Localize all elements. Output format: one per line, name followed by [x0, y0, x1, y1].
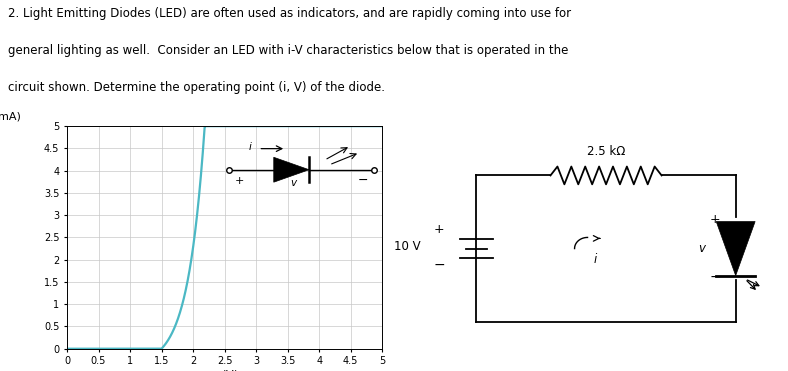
- Text: $v$: $v$: [290, 178, 298, 188]
- Text: 10 V: 10 V: [394, 240, 421, 253]
- Text: 2.5 kΩ: 2.5 kΩ: [587, 145, 625, 158]
- Text: $i$: $i$: [593, 252, 598, 266]
- Text: +: +: [710, 213, 720, 226]
- Text: −: −: [709, 270, 721, 284]
- Text: −: −: [433, 257, 445, 272]
- X-axis label: $v$ (V): $v$ (V): [211, 368, 238, 371]
- Y-axis label: i (mA): i (mA): [0, 112, 20, 122]
- Text: $v$: $v$: [698, 242, 707, 255]
- Text: +: +: [434, 223, 444, 236]
- Text: −: −: [358, 174, 368, 187]
- Text: +: +: [236, 176, 244, 186]
- Polygon shape: [716, 221, 755, 276]
- Text: circuit shown. Determine the operating point (i, V) of the diode.: circuit shown. Determine the operating p…: [8, 81, 385, 94]
- Text: general lighting as well.  Consider an LED with i-V characteristics below that i: general lighting as well. Consider an LE…: [8, 44, 568, 57]
- Polygon shape: [273, 157, 309, 182]
- Text: 2. Light Emitting Diodes (LED) are often used as indicators, and are rapidly com: 2. Light Emitting Diodes (LED) are often…: [8, 7, 571, 20]
- Text: $i$: $i$: [247, 140, 252, 152]
